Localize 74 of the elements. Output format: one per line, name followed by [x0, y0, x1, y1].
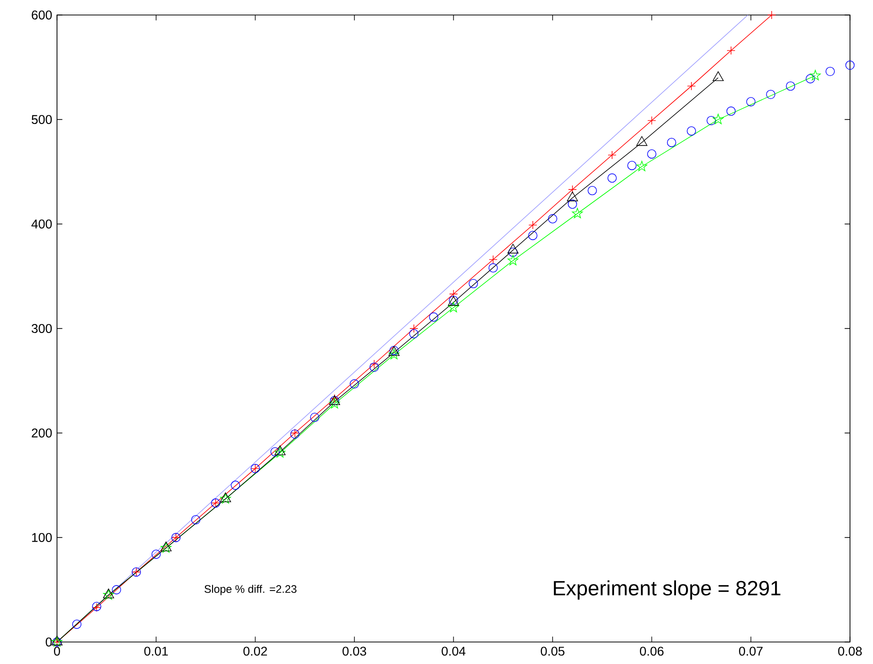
- y-tick-label: 0: [46, 638, 52, 646]
- point: [270, 447, 280, 456]
- point: [507, 244, 519, 254]
- y-tick-label: 200: [32, 428, 52, 438]
- point: [566, 192, 578, 202]
- point: [826, 66, 835, 76]
- point: [350, 379, 359, 388]
- point: [687, 82, 696, 90]
- x-tick-label: 0.03: [342, 646, 366, 656]
- point: [647, 149, 656, 159]
- point: [508, 254, 518, 266]
- x-tick-label: 0: [54, 646, 60, 656]
- y-tick-label: 100: [32, 533, 52, 542]
- point: [845, 60, 855, 70]
- y-tick-label: 500: [32, 115, 52, 124]
- point: [72, 620, 82, 629]
- point: [726, 106, 736, 116]
- point: [409, 329, 418, 338]
- point: [647, 116, 656, 125]
- point: [448, 302, 459, 312]
- point: [528, 220, 538, 230]
- point: [370, 362, 379, 372]
- point: [274, 447, 286, 458]
- point: [548, 214, 558, 224]
- point: [636, 160, 648, 172]
- point: [449, 290, 458, 298]
- point: [230, 480, 240, 490]
- point: [152, 550, 161, 559]
- annotation: Slope % diff. =2.23: [204, 584, 296, 596]
- x-tick-label: 0.02: [243, 646, 267, 656]
- point: [370, 360, 379, 368]
- y-tick-label: 300: [32, 324, 52, 333]
- point: [712, 114, 724, 124]
- point: [726, 46, 736, 55]
- x-tick-label: 0.01: [144, 646, 168, 656]
- point: [766, 90, 776, 100]
- point: [488, 255, 498, 264]
- point: [274, 445, 286, 456]
- point: [608, 150, 616, 160]
- point: [706, 116, 716, 126]
- point: [468, 278, 478, 288]
- point: [767, 10, 776, 20]
- point: [686, 126, 696, 136]
- point: [568, 185, 577, 194]
- point: [329, 398, 340, 408]
- point: [810, 70, 821, 80]
- point: [488, 263, 498, 272]
- x-tick-label: 0.04: [442, 646, 466, 656]
- point: [746, 97, 756, 106]
- point: [636, 136, 648, 146]
- point: [786, 81, 796, 91]
- point: [191, 515, 200, 524]
- x-tick-label: 0.08: [838, 646, 862, 656]
- point: [508, 248, 518, 257]
- annotation: Experiment slope = 8291: [554, 580, 780, 600]
- point: [607, 173, 617, 183]
- point: [112, 585, 122, 594]
- y-tick-label: 600: [32, 10, 52, 20]
- point: [568, 200, 578, 209]
- x-tick-label: 0.07: [739, 646, 763, 656]
- point: [588, 186, 597, 196]
- point: [627, 160, 637, 170]
- point: [572, 208, 583, 218]
- y-tick-label: 400: [31, 220, 52, 228]
- point: [712, 71, 724, 82]
- point: [310, 412, 320, 422]
- point: [388, 348, 400, 360]
- point: [806, 74, 815, 84]
- point: [429, 312, 438, 322]
- point: [666, 138, 676, 148]
- x-tick-label: 0.06: [640, 646, 664, 656]
- point: [528, 230, 538, 240]
- x-tick-label: 0.05: [540, 646, 564, 656]
- point: [410, 324, 418, 333]
